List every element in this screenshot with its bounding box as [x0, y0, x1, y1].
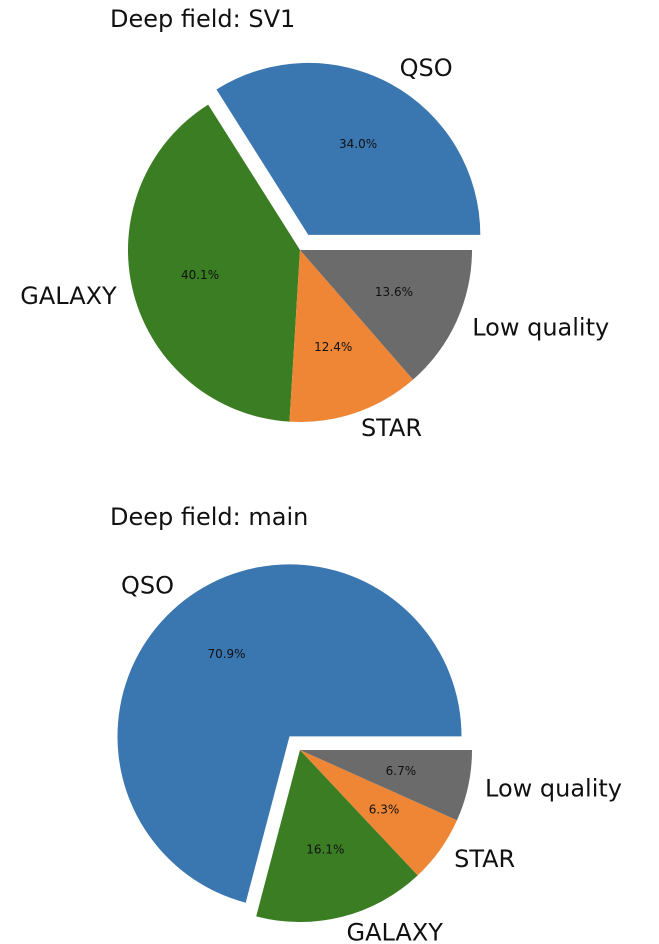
slice-label: Low quality	[472, 313, 609, 341]
slice-label: QSO	[400, 54, 453, 82]
value-label: 6.3%	[369, 802, 400, 816]
slice-label: STAR	[361, 414, 422, 442]
pie-slice	[256, 750, 418, 922]
pie-slice	[300, 250, 472, 380]
value-label: 6.7%	[386, 764, 417, 778]
pie-slice	[127, 104, 301, 422]
value-label: 13.6%	[375, 285, 413, 299]
value-label: 70.9%	[207, 647, 245, 661]
pie-slice	[117, 564, 462, 903]
slice-label: Low quality	[485, 775, 622, 803]
value-label: 34.0%	[339, 137, 377, 151]
chart-title: Deep field: SV1	[110, 5, 295, 33]
value-label: 40.1%	[181, 268, 219, 282]
slice-label: QSO	[121, 572, 174, 600]
slice-label: GALAXY	[20, 282, 117, 310]
pie-slice	[289, 250, 414, 423]
slice-label: GALAXY	[346, 918, 443, 944]
pie-slice	[300, 750, 472, 821]
chart-title: Deep field: main	[110, 503, 308, 531]
value-label: 12.4%	[314, 340, 352, 354]
slice-label: STAR	[454, 845, 515, 873]
pie-slice	[300, 750, 457, 876]
value-label: 16.1%	[306, 843, 344, 857]
pie-slice	[216, 62, 481, 235]
